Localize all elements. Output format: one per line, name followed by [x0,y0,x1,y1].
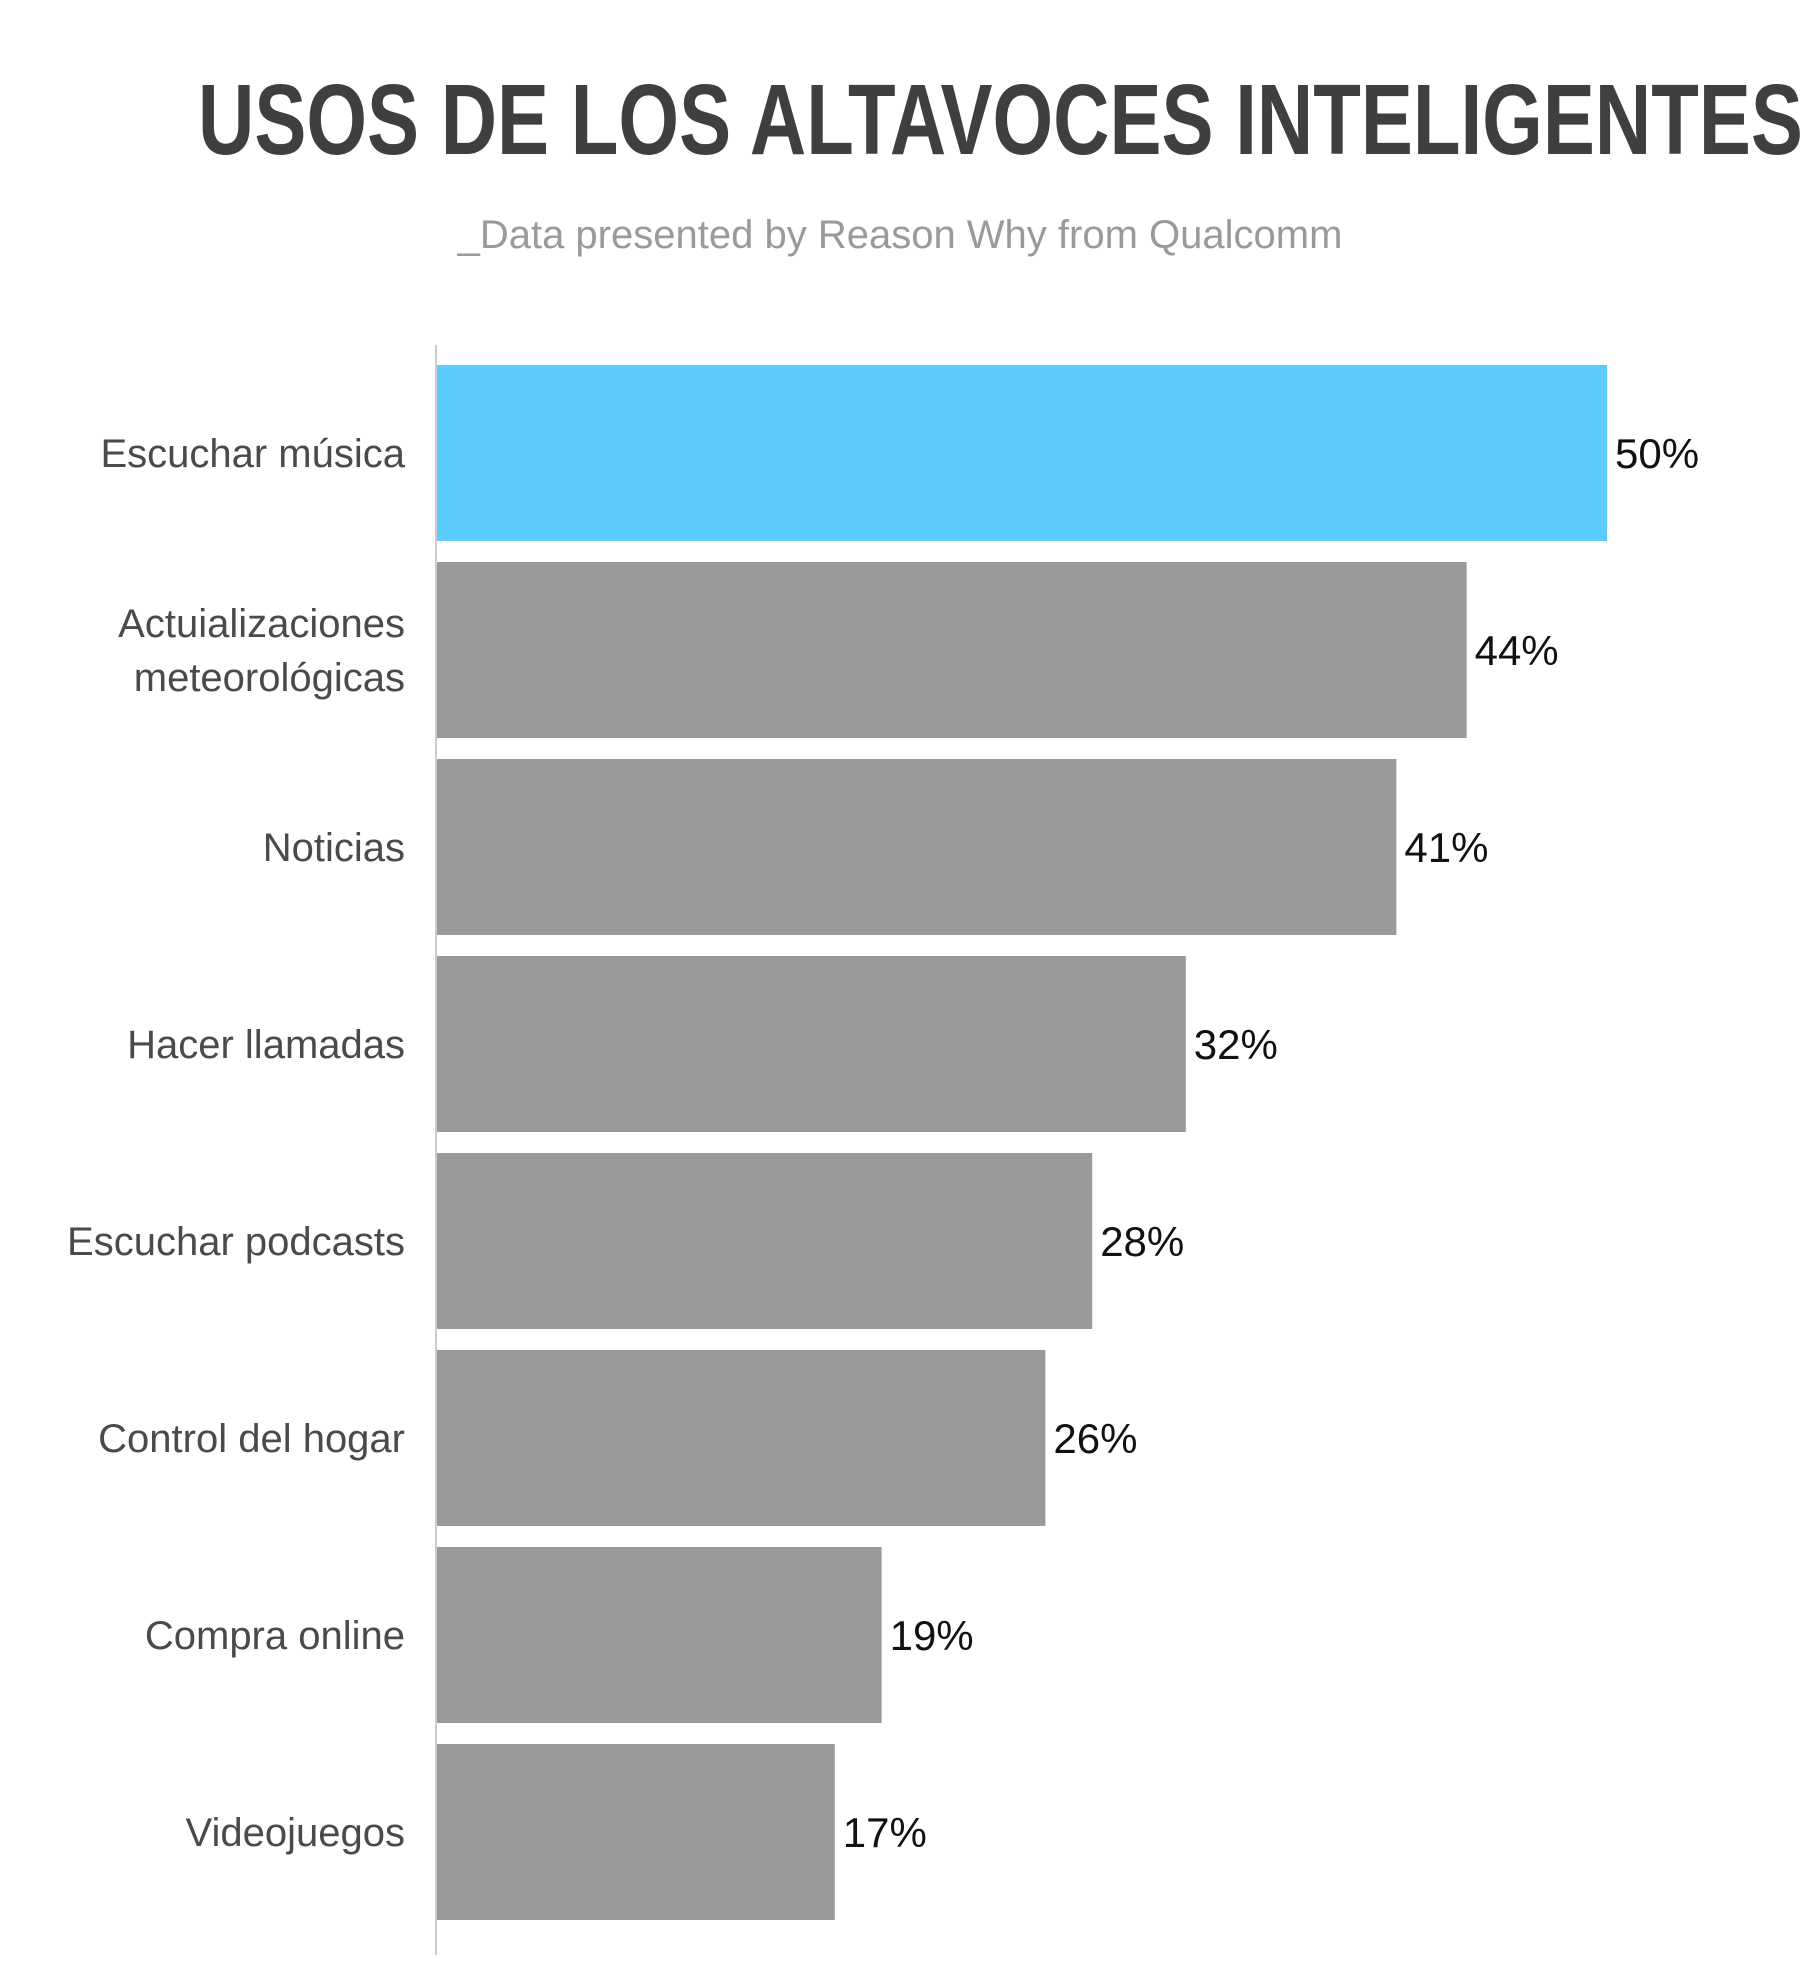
value-label-7: 19% [890,1612,974,1659]
category-label-5: Escuchar podcasts [67,1220,405,1264]
bar-5 [437,1153,1093,1329]
category-label-4: Hacer llamadas [127,1023,405,1067]
value-label-5: 28% [1100,1218,1184,1265]
bar-6 [437,1350,1046,1526]
category-label-6: Control del hogar [98,1417,405,1461]
value-label-6: 26% [1053,1415,1137,1462]
bar-7 [437,1547,882,1723]
chart-title: USOS DE LOS ALTAVOCES INTELIGENTES [198,64,1800,176]
value-label-1: 50% [1615,430,1699,477]
bar-8 [437,1744,835,1920]
category-label-7: Compra online [145,1614,405,1658]
category-label-1: Escuchar música [100,432,405,476]
category-label-2: Actuializaciones meteorológicas [118,602,405,700]
bar-1 [437,365,1607,541]
bar-4 [437,956,1186,1132]
bar-3 [437,759,1397,935]
chart-subtitle: _Data presented by Reason Why from Qualc… [457,213,1343,257]
category-label-3: Noticias [263,826,405,870]
category-label-8: Videojuegos [186,1811,405,1855]
value-label-4: 32% [1194,1021,1278,1068]
value-label-2: 44% [1475,627,1559,674]
bar-2 [437,562,1467,738]
value-label-3: 41% [1404,824,1488,871]
value-label-8: 17% [843,1809,927,1856]
